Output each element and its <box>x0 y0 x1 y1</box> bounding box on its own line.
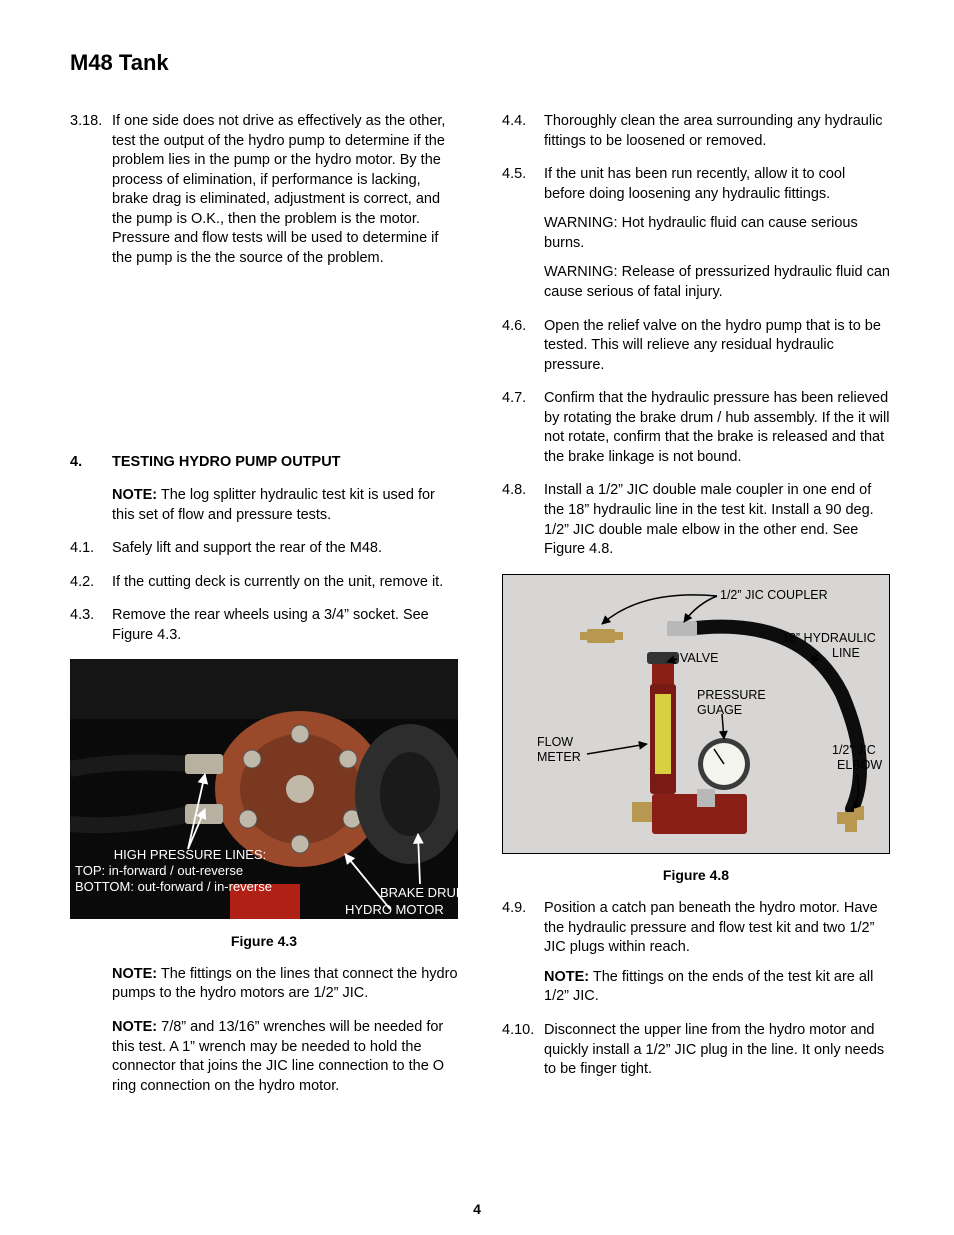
item-text: Thoroughly clean the area surrounding an… <box>544 112 890 151</box>
svg-text:TOP: in-forward / out-reverse: TOP: in-forward / out-reverse <box>75 863 243 878</box>
item-4-6: 4.6. Open the relief valve on the hydro … <box>502 317 890 376</box>
figure-4-3-svg: HIGH PRESSURE LINES:TOP: in-forward / ou… <box>70 659 458 919</box>
item-text: Open the relief valve on the hydro pump … <box>544 317 890 376</box>
figure-4-8: 1/2” JIC COUPLER VALVE 18” HYDRAULICLINE PR… <box>502 574 890 885</box>
section-number: 4. <box>70 453 112 473</box>
item-body: Safely lift and support the rear of the … <box>112 539 458 559</box>
figure-4-3-caption: Figure 4.3 <box>70 932 458 951</box>
svg-text:VALVE: VALVE <box>680 651 718 665</box>
svg-text:HYDRO MOTOR: HYDRO MOTOR <box>345 902 444 917</box>
item-number: 4.9. <box>502 899 544 1007</box>
item-4-4: 4.4. Thoroughly clean the area surroundi… <box>502 112 890 151</box>
item-body: Position a catch pan beneath the hydro m… <box>544 899 890 1007</box>
item-3-18: 3.18. If one side does not drive as effe… <box>70 112 458 269</box>
svg-text:1/2” JIC: 1/2” JIC <box>832 743 876 757</box>
figure-4-8-svg: 1/2” JIC COUPLER VALVE 18” HYDRAULICLINE PR… <box>502 574 890 854</box>
item-body: If the unit has been run recently, allow… <box>544 165 890 302</box>
item-4-1: 4.1. Safely lift and support the rear of… <box>70 539 458 559</box>
item-text: Safely lift and support the rear of the … <box>112 539 458 559</box>
item-text: If the cutting deck is currently on the … <box>112 573 458 593</box>
item-text-2: NOTE: The fittings on the ends of the te… <box>544 968 890 1007</box>
svg-text:GUAGE: GUAGE <box>697 703 742 717</box>
item-4-9: 4.9. Position a catch pan beneath the hy… <box>502 899 890 1007</box>
item-number: 4.4. <box>502 112 544 151</box>
item-4-10: 4.10. Disconnect the upper line from the… <box>502 1021 890 1080</box>
note-body: The fittings on the lines that connect t… <box>112 966 458 1002</box>
page-number: 4 <box>0 1201 954 1217</box>
right-column: 4.4. Thoroughly clean the area surroundi… <box>502 112 890 1110</box>
note-2: NOTE: 7/8” and 13/16” wrenches will be n… <box>112 1018 458 1096</box>
svg-text:BOTTOM: out-forward / in-rever: BOTTOM: out-forward / in-reverse <box>75 879 272 894</box>
item-number: 4.6. <box>502 317 544 376</box>
item-text-1: If the unit has been run recently, allow… <box>544 165 890 204</box>
item-number: 4.1. <box>70 539 112 559</box>
figure-4-3: HIGH PRESSURE LINES:TOP: in-forward / ou… <box>70 659 458 950</box>
note-body: 7/8” and 13/16” wrenches will be needed … <box>112 1019 444 1094</box>
item-body: If the cutting deck is currently on the … <box>112 573 458 593</box>
section-4-intro-note: NOTE: The log splitter hydraulic test ki… <box>70 486 458 525</box>
spacer <box>70 283 458 453</box>
item-text-2: WARNING: Hot hydraulic fluid can cause s… <box>544 214 890 253</box>
section-title: TESTING HYDRO PUMP OUTPUT <box>112 453 341 473</box>
item-body: Confirm that the hydraulic pressure has … <box>544 389 890 467</box>
svg-text:HIGH PRESSURE LINES:: HIGH PRESSURE LINES: <box>114 847 266 862</box>
item-text: Disconnect the upper line from the hydro… <box>544 1021 890 1080</box>
svg-text:18” HYDRAULIC: 18” HYDRAULIC <box>782 631 876 645</box>
item-body: Open the relief valve on the hydro pump … <box>544 317 890 376</box>
item-text-1: Position a catch pan beneath the hydro m… <box>544 899 890 958</box>
columns: 3.18. If one side does not drive as effe… <box>70 112 884 1110</box>
note-label: NOTE: <box>112 1019 157 1035</box>
svg-text:FLOW: FLOW <box>537 735 573 749</box>
svg-text:METER: METER <box>537 750 581 764</box>
section-4-heading: 4. TESTING HYDRO PUMP OUTPUT <box>70 453 458 473</box>
item-text: Remove the rear wheels using a 3/4” sock… <box>112 606 458 645</box>
note-label: NOTE: <box>112 487 157 503</box>
item-4-3: 4.3. Remove the rear wheels using a 3/4”… <box>70 606 458 645</box>
item-body: Install a 1/2” JIC double male coupler i… <box>544 481 890 559</box>
item-text: Install a 1/2” JIC double male coupler i… <box>544 481 890 559</box>
item-4-7: 4.7. Confirm that the hydraulic pressure… <box>502 389 890 467</box>
note-label: NOTE: <box>112 966 157 982</box>
item-number: 4.5. <box>502 165 544 302</box>
note-label: NOTE: <box>544 969 589 985</box>
item-body: Thoroughly clean the area surrounding an… <box>544 112 890 151</box>
note-body: The log splitter hydraulic test kit is u… <box>112 487 435 523</box>
item-body: Remove the rear wheels using a 3/4” sock… <box>112 606 458 645</box>
left-column: 3.18. If one side does not drive as effe… <box>70 112 458 1110</box>
item-number: 3.18. <box>70 112 112 269</box>
svg-text:LINE: LINE <box>832 646 860 660</box>
item-4-2: 4.2. If the cutting deck is currently on… <box>70 573 458 593</box>
item-4-8: 4.8. Install a 1/2” JIC double male coup… <box>502 481 890 559</box>
item-number: 4.8. <box>502 481 544 559</box>
svg-text:BRAKE DRUM: BRAKE DRUM <box>380 885 458 900</box>
item-text: Confirm that the hydraulic pressure has … <box>544 389 890 467</box>
svg-text:1/2” JIC COUPLER: 1/2” JIC COUPLER <box>720 588 828 602</box>
svg-text:PRESSURE: PRESSURE <box>697 688 766 702</box>
item-number: 4.7. <box>502 389 544 467</box>
item-text-3: WARNING: Release of pressurized hydrauli… <box>544 263 890 302</box>
note-body: The fittings on the ends of the test kit… <box>544 969 873 1005</box>
item-number: 4.2. <box>70 573 112 593</box>
figure-4-8-caption: Figure 4.8 <box>502 866 890 885</box>
item-body: Disconnect the upper line from the hydro… <box>544 1021 890 1080</box>
svg-text:ELBOW: ELBOW <box>837 758 882 772</box>
note-1: NOTE: The fittings on the lines that con… <box>112 965 458 1004</box>
post-fig-notes: NOTE: The fittings on the lines that con… <box>70 965 458 1096</box>
page-title: M48 Tank <box>70 50 884 76</box>
item-number: 4.3. <box>70 606 112 645</box>
item-number: 4.10. <box>502 1021 544 1080</box>
page: M48 Tank 3.18. If one side does not driv… <box>0 0 954 1235</box>
item-text: If one side does not drive as effectivel… <box>112 112 458 269</box>
item-body: If one side does not drive as effectivel… <box>112 112 458 269</box>
item-4-5: 4.5. If the unit has been run recently, … <box>502 165 890 302</box>
note-text: NOTE: The log splitter hydraulic test ki… <box>112 486 458 525</box>
